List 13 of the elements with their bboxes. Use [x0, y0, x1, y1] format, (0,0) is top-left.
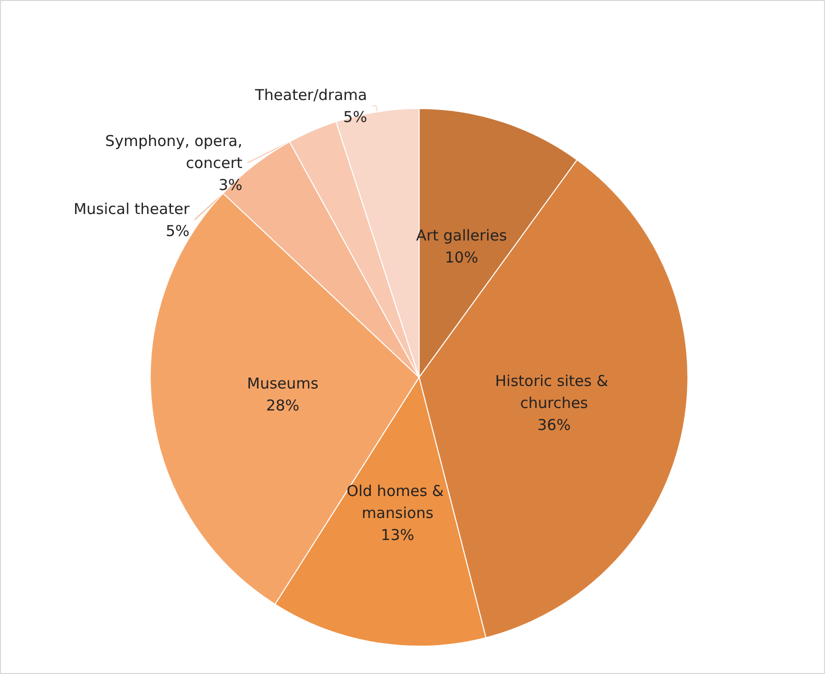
slice-label: Historic sites & churches	[495, 372, 613, 412]
data-label: 13%	[380, 526, 414, 544]
data-label: 10%	[444, 248, 478, 267]
data-label: 5%	[166, 222, 190, 240]
data-label: 3%	[218, 176, 242, 194]
slice-label: Old homes & mansions	[346, 482, 449, 522]
slice-label: Musical theater	[74, 200, 190, 218]
slice-label: Theater/drama	[254, 86, 368, 104]
slice-label: Museums	[247, 374, 319, 393]
data-label: 28%	[266, 396, 300, 415]
slice-label: Symphony, opera, concert	[105, 132, 242, 172]
data-label: 36%	[537, 416, 571, 434]
data-label: 5%	[343, 108, 368, 126]
